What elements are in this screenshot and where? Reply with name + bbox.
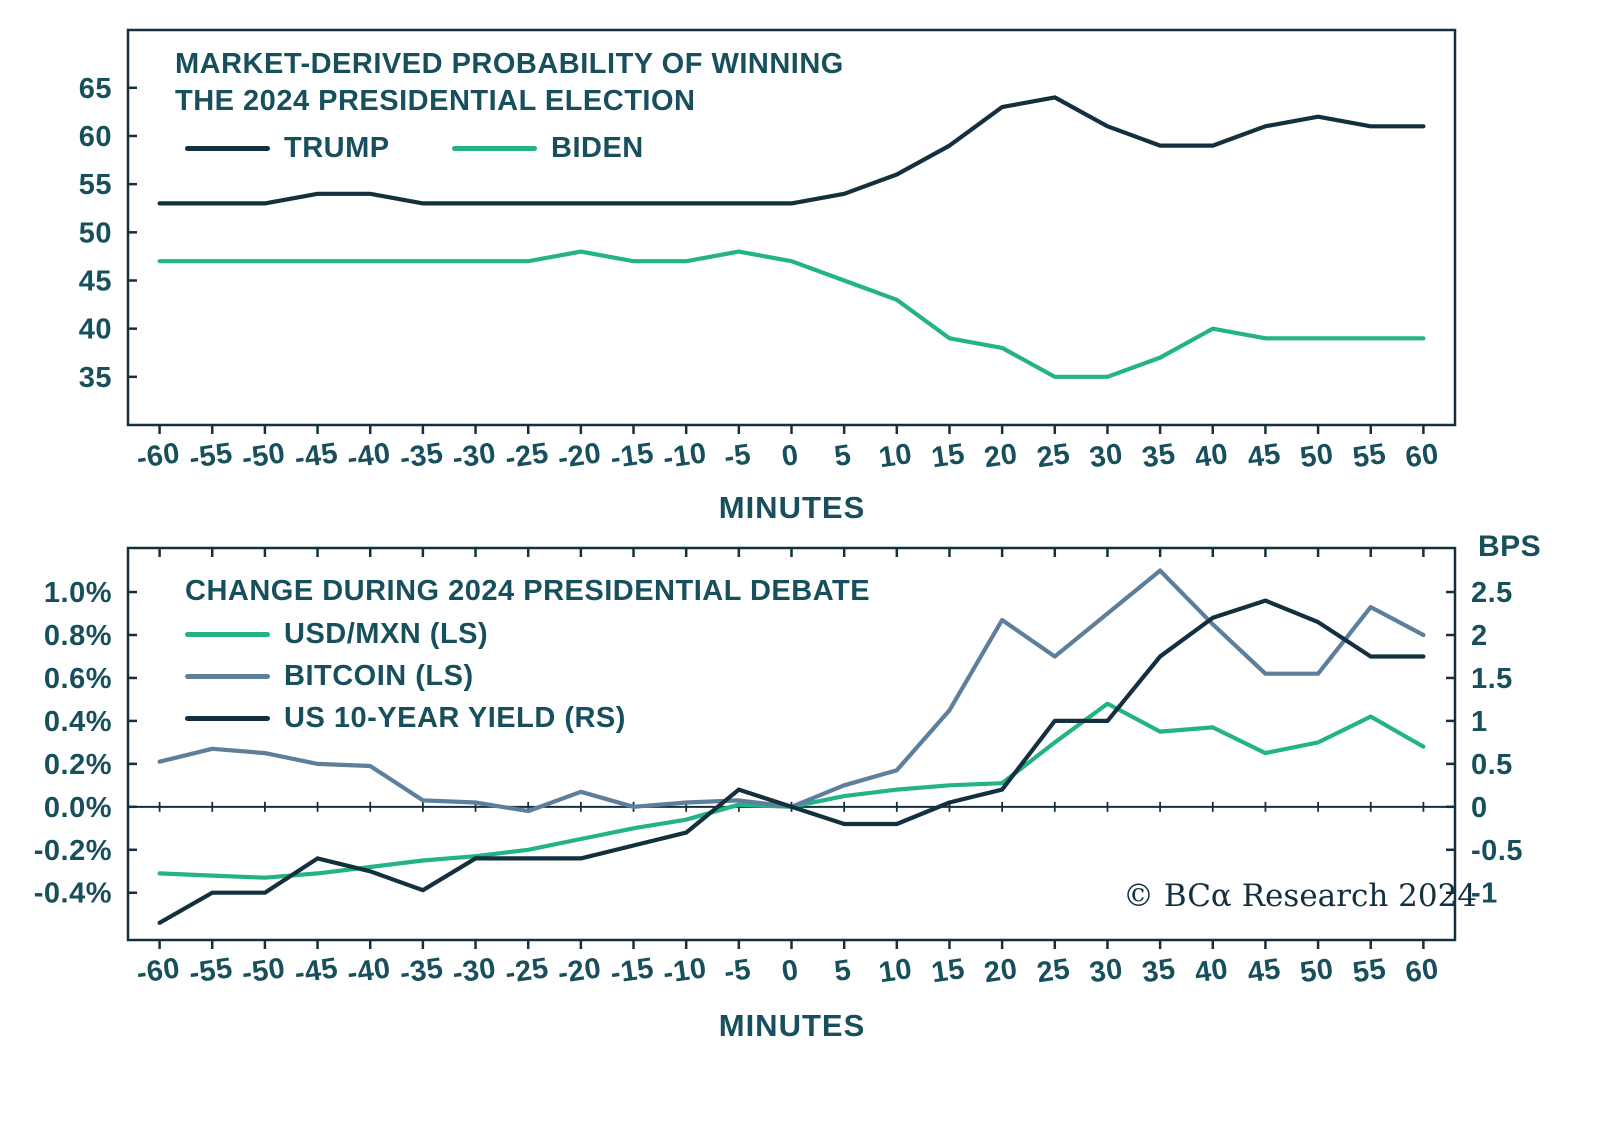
top-chart-title-line2: THE 2024 PRESIDENTIAL ELECTION xyxy=(175,85,696,117)
legend-usdmxn: USD/MXN (LS) xyxy=(185,618,488,651)
svg-text:-0.5: -0.5 xyxy=(1471,835,1523,867)
svg-text:50: 50 xyxy=(79,217,112,249)
svg-text:35: 35 xyxy=(1140,953,1177,989)
svg-text:0.8%: 0.8% xyxy=(44,620,112,652)
svg-text:-5: -5 xyxy=(722,438,753,473)
svg-text:55: 55 xyxy=(1351,953,1388,989)
svg-text:0.6%: 0.6% xyxy=(44,663,112,695)
svg-text:-20: -20 xyxy=(556,952,603,990)
svg-text:55: 55 xyxy=(1351,438,1388,474)
bottom-chart-title: CHANGE DURING 2024 PRESIDENTIAL DEBATE xyxy=(185,573,870,610)
svg-text:60: 60 xyxy=(79,121,112,153)
svg-text:15: 15 xyxy=(930,953,967,989)
svg-text:0.2%: 0.2% xyxy=(44,749,112,781)
svg-text:1.5: 1.5 xyxy=(1471,663,1513,695)
svg-text:35: 35 xyxy=(1140,438,1177,474)
bitcoin-legend-label: BITCOIN (LS) xyxy=(284,660,474,692)
svg-text:-5: -5 xyxy=(722,953,753,988)
svg-text:-20: -20 xyxy=(556,437,603,475)
svg-text:35: 35 xyxy=(79,362,112,394)
svg-text:20: 20 xyxy=(982,953,1019,989)
svg-text:-55: -55 xyxy=(187,952,234,990)
svg-text:45: 45 xyxy=(1245,438,1282,474)
trump-line-swatch xyxy=(185,146,270,151)
svg-text:-35: -35 xyxy=(398,952,445,990)
svg-text:40: 40 xyxy=(1193,953,1230,989)
bottom-xaxis-title: MINUTES xyxy=(718,1008,866,1043)
svg-text:45: 45 xyxy=(79,265,112,297)
svg-text:40: 40 xyxy=(79,314,112,346)
svg-text:-15: -15 xyxy=(609,952,656,990)
svg-text:55: 55 xyxy=(79,169,112,201)
svg-text:-50: -50 xyxy=(240,952,287,990)
svg-text:0: 0 xyxy=(780,954,801,988)
svg-text:60: 60 xyxy=(1403,953,1440,989)
svg-text:15: 15 xyxy=(930,438,967,474)
legend-trump: TRUMP xyxy=(185,132,390,165)
svg-text:-10: -10 xyxy=(661,437,708,475)
svg-text:-40: -40 xyxy=(345,437,392,475)
svg-text:-25: -25 xyxy=(503,952,550,990)
svg-text:0.4%: 0.4% xyxy=(44,706,112,738)
bitcoin-line-swatch xyxy=(185,674,270,679)
svg-text:50: 50 xyxy=(1298,438,1335,474)
svg-text:60: 60 xyxy=(1403,438,1440,474)
biden-legend-label: BIDEN xyxy=(551,132,644,164)
svg-text:25: 25 xyxy=(1035,438,1072,474)
legend-yield: US 10-YEAR YIELD (RS) xyxy=(185,702,626,735)
svg-text:-10: -10 xyxy=(661,952,708,990)
legend-bitcoin: BITCOIN (LS) xyxy=(185,660,474,693)
yield-line-swatch xyxy=(185,716,270,721)
bottom-chart-title-line1: CHANGE DURING 2024 PRESIDENTIAL DEBATE xyxy=(185,575,871,607)
top-chart-title-line1: MARKET-DERIVED PROBABILITY OF WINNING xyxy=(175,48,844,80)
top-xaxis-title: MINUTES xyxy=(718,490,866,525)
svg-text:10: 10 xyxy=(877,953,914,989)
bps-axis-unit: BPS xyxy=(1478,530,1542,563)
svg-text:50: 50 xyxy=(1298,953,1335,989)
svg-text:1.0%: 1.0% xyxy=(44,577,112,609)
svg-text:-1: -1 xyxy=(1471,878,1498,910)
svg-text:-0.2%: -0.2% xyxy=(34,835,112,867)
svg-text:-40: -40 xyxy=(345,952,392,990)
svg-text:0.0%: 0.0% xyxy=(44,792,112,824)
svg-text:30: 30 xyxy=(1088,438,1125,474)
svg-text:5: 5 xyxy=(832,439,853,473)
svg-text:10: 10 xyxy=(877,438,914,474)
svg-text:25: 25 xyxy=(1035,953,1072,989)
svg-text:0.5: 0.5 xyxy=(1471,749,1513,781)
svg-text:2.5: 2.5 xyxy=(1471,577,1513,609)
usdmxn-line-swatch xyxy=(185,632,270,637)
svg-text:-45: -45 xyxy=(293,437,340,475)
usdmxn-legend-label: USD/MXN (LS) xyxy=(284,618,489,650)
svg-text:2: 2 xyxy=(1471,620,1488,652)
svg-text:-30: -30 xyxy=(451,952,498,990)
bca-research-watermark: © BCα Research 2024 xyxy=(1123,878,1478,914)
svg-text:-30: -30 xyxy=(451,437,498,475)
yield-legend-label: US 10-YEAR YIELD (RS) xyxy=(284,702,626,734)
svg-text:-0.4%: -0.4% xyxy=(34,878,112,910)
trump-legend-label: TRUMP xyxy=(284,132,390,164)
svg-text:-25: -25 xyxy=(503,437,550,475)
svg-text:5: 5 xyxy=(832,954,853,988)
svg-text:1: 1 xyxy=(1471,706,1488,738)
svg-text:-35: -35 xyxy=(398,437,445,475)
svg-text:-55: -55 xyxy=(187,437,234,475)
svg-text:-45: -45 xyxy=(293,952,340,990)
svg-text:45: 45 xyxy=(1245,953,1282,989)
legend-biden: BIDEN xyxy=(452,132,644,165)
svg-text:20: 20 xyxy=(982,438,1019,474)
svg-text:30: 30 xyxy=(1088,953,1125,989)
top-chart-title: MARKET-DERIVED PROBABILITY OF WINNING TH… xyxy=(175,46,844,120)
svg-text:0: 0 xyxy=(1471,792,1488,824)
biden-line-swatch xyxy=(452,146,537,151)
svg-text:65: 65 xyxy=(79,73,112,105)
svg-text:-50: -50 xyxy=(240,437,287,475)
svg-text:0: 0 xyxy=(780,439,801,473)
svg-text:-60: -60 xyxy=(135,437,182,475)
svg-text:-60: -60 xyxy=(135,952,182,990)
svg-text:-15: -15 xyxy=(609,437,656,475)
svg-text:40: 40 xyxy=(1193,438,1230,474)
